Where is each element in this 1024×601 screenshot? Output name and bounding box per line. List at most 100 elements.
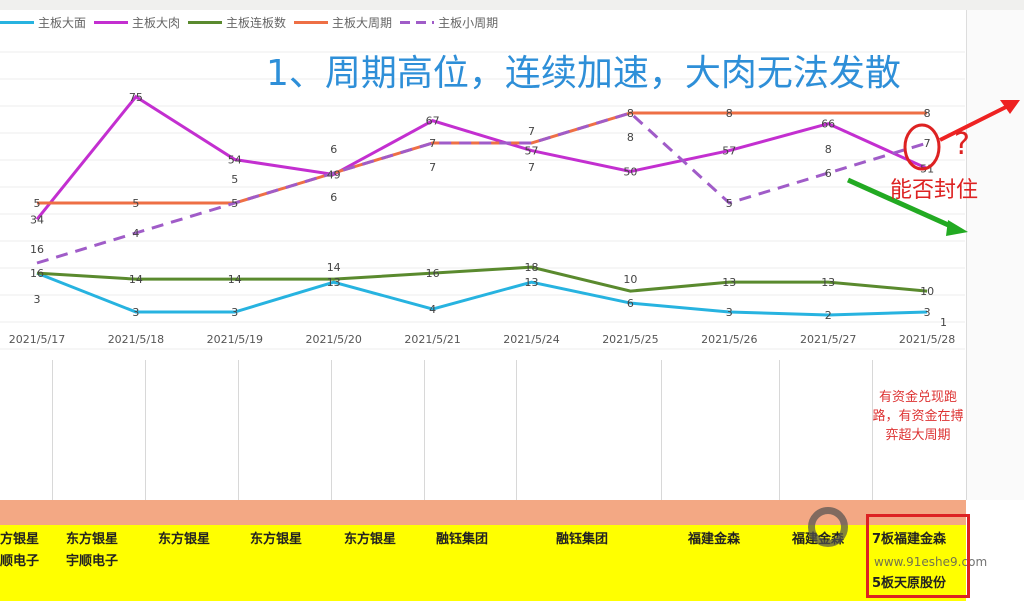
data-label: 5: [726, 197, 733, 210]
chart-title: 1、周期高位，连续加速，大肉无法发散: [266, 53, 901, 94]
series-line: [37, 111, 928, 205]
data-label: 13: [722, 276, 736, 289]
x-tick-label: 2021/5/18: [108, 333, 164, 346]
data-label: 13: [821, 276, 835, 289]
stock-name-cell: 东方银星: [158, 529, 210, 551]
right-panel: [966, 10, 1024, 500]
legend-label: 主板大周期: [332, 16, 393, 30]
stock-names-row: [0, 525, 966, 601]
data-label: 5: [231, 173, 238, 186]
data-label: 7: [528, 125, 535, 138]
stock-name: 东方银星: [66, 532, 119, 547]
legend-swatch: [94, 21, 129, 24]
green-arrow-down: [846, 177, 957, 231]
data-label: 16: [426, 267, 440, 280]
column-divider: [424, 360, 425, 500]
legend-item: 主板大周期: [294, 14, 392, 31]
legend-item: 主板小周期: [400, 14, 498, 31]
stock-name: 7板福建金森: [872, 532, 947, 547]
stock-name: 宇顺电子: [66, 554, 119, 569]
stock-name: 5板天原股份: [872, 576, 947, 591]
stock-name-cell: 东方银星: [344, 529, 396, 551]
header-band: [0, 500, 966, 525]
stock-name: 顺电子: [0, 554, 40, 569]
data-label: 5: [231, 197, 238, 210]
stock-name-cell: 福建金森: [688, 529, 740, 551]
x-tick-label: 2021/5/17: [9, 333, 65, 346]
stock-name: 东方银星: [158, 532, 211, 547]
stock-name-cell: 融钰集团: [436, 529, 488, 551]
x-tick-label: 2021/5/20: [305, 333, 361, 346]
stock-name-cell: 融钰集团: [556, 529, 608, 551]
green-arrowhead: [946, 220, 968, 236]
data-label: 7: [924, 137, 931, 150]
data-label: 16: [30, 267, 44, 280]
data-label: 8: [726, 107, 733, 120]
line-chart: 2021/5/17 2021/5/18 2021/5/19 2021/5/20 2021…: [0, 51, 1020, 350]
stock-name-cell: 东方银星 宇顺电子: [66, 529, 118, 573]
data-label: 8: [627, 107, 634, 120]
data-label: 8: [924, 107, 931, 120]
legend-label: 主板大肉: [132, 16, 181, 30]
x-tick-label: 2021/5/25: [602, 333, 658, 346]
series-line: [36, 265, 928, 293]
data-label: 7: [528, 161, 535, 174]
column-divider: [779, 360, 780, 500]
data-label: 5: [34, 197, 41, 210]
red-arrowhead: [1000, 100, 1020, 114]
data-label: 14: [228, 273, 242, 286]
legend-swatch: [0, 21, 34, 24]
stock-name: 融钰集团: [436, 532, 489, 547]
data-label: 14: [327, 261, 341, 274]
fund-note: 有资金兑现跑路，有资金在搏弈超大周期: [872, 390, 964, 443]
data-label: 3: [231, 306, 238, 319]
x-tick-label: 2021/5/19: [207, 333, 263, 346]
data-label: 4: [132, 227, 139, 240]
data-label: 10: [623, 273, 637, 286]
data-label: 75: [129, 91, 143, 104]
column-divider: [516, 360, 517, 500]
data-label: 4: [429, 303, 436, 316]
data-label: 3: [34, 293, 41, 306]
data-label: 6: [330, 191, 337, 204]
data-label: 57: [525, 145, 539, 158]
data-label: 2: [825, 309, 832, 322]
data-label: 49: [327, 168, 341, 181]
data-table-grid: [0, 360, 967, 500]
column-divider: [331, 360, 332, 500]
legend-label: 主板大面: [38, 16, 87, 30]
stock-name: 东方银星: [344, 532, 397, 547]
x-tick-label: 2021/5/21: [404, 333, 460, 346]
column-divider: [52, 360, 53, 500]
legend-item: 主板大面: [0, 14, 86, 31]
data-label: 67: [426, 115, 440, 128]
legend-label: 主板连板数: [226, 16, 287, 30]
x-tick-label: 2021/5/28: [899, 333, 955, 346]
extra-label: 1: [940, 316, 947, 329]
stock-name: 方银星: [0, 532, 40, 547]
stock-name-cell: 7板福建金森 5板天原股份: [872, 529, 946, 595]
column-divider: [966, 360, 967, 500]
data-label: 6: [825, 167, 832, 180]
data-label: 54: [228, 154, 242, 167]
data-label: 7: [429, 161, 436, 174]
column-divider: [238, 360, 239, 500]
data-label: 6: [627, 297, 634, 310]
column-divider: [872, 360, 873, 500]
data-label: 10: [920, 285, 934, 298]
series-line: [36, 271, 928, 317]
watermark-url: www.91eshe9.com: [874, 555, 988, 569]
data-label: 3: [132, 306, 139, 319]
question-mark: ?: [954, 127, 970, 162]
column-divider: [661, 360, 662, 500]
series-line: [35, 94, 928, 221]
data-label: 13: [525, 276, 539, 289]
data-label: 50: [623, 166, 637, 179]
x-tick-label: 2021/5/24: [503, 333, 559, 346]
can-seal-annotation: 能否封住: [890, 178, 979, 203]
data-label: 13: [327, 276, 341, 289]
data-label: 57: [722, 145, 736, 158]
stock-name: 东方银星: [250, 532, 303, 547]
data-label: 3: [726, 306, 733, 319]
legend-swatch: [294, 21, 329, 24]
